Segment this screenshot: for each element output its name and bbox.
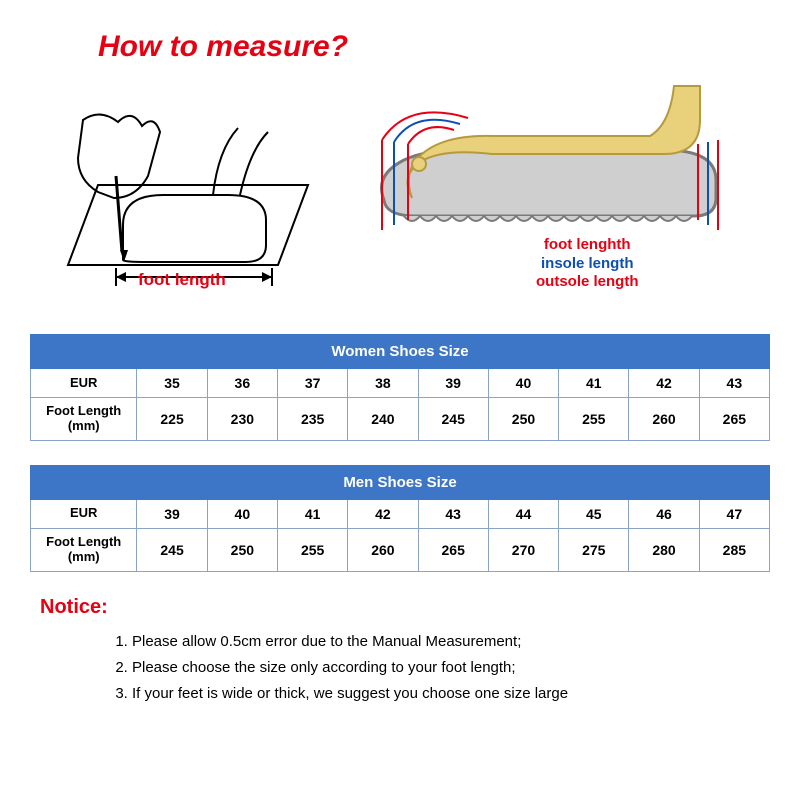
cell: 270: [488, 528, 558, 571]
row-label: Foot Length (mm): [31, 528, 137, 571]
foot-lenghth-label: foot lenghth: [536, 236, 639, 255]
men-size-table: Men Shoes Size EUR 39 40 41 42 43 44 45 …: [30, 465, 770, 572]
row-label: EUR: [31, 499, 137, 528]
cell: 41: [559, 369, 629, 398]
men-table-title: Men Shoes Size: [31, 465, 770, 499]
list-item: If your feet is wide or thick, we sugges…: [132, 681, 772, 707]
table-row: EUR 35 36 37 38 39 40 41 42 43: [31, 369, 770, 398]
cell: 42: [348, 499, 418, 528]
cell: 45: [559, 499, 629, 528]
cell: 255: [277, 528, 347, 571]
outsole-length-label: outsole length: [536, 273, 639, 292]
insole-length-label: insole length: [536, 255, 639, 274]
cell: 265: [699, 398, 769, 441]
women-table-title: Women Shoes Size: [31, 335, 770, 369]
cell: 39: [418, 369, 488, 398]
cell: 44: [488, 499, 558, 528]
list-item: Please allow 0.5cm error due to the Manu…: [132, 629, 772, 655]
cell: 265: [418, 528, 488, 571]
row-label: Foot Length (mm): [31, 398, 137, 441]
cell: 37: [277, 369, 347, 398]
table-row: Foot Length (mm) 225 230 235 240 245 250…: [31, 398, 770, 441]
cell: 39: [137, 499, 207, 528]
women-size-table: Women Shoes Size EUR 35 36 37 38 39 40 4…: [30, 334, 770, 441]
length-labels: foot lenghth insole length outsole lengt…: [536, 236, 639, 292]
foot-length-diagram: foot length: [28, 80, 328, 300]
diagram-row: foot length: [28, 80, 772, 300]
notice-list: Please allow 0.5cm error due to the Manu…: [132, 629, 772, 708]
table-row: Foot Length (mm) 245 250 255 260 265 270…: [31, 528, 770, 571]
cell: 245: [418, 398, 488, 441]
cell: 255: [559, 398, 629, 441]
cell: 43: [699, 369, 769, 398]
cell: 40: [207, 499, 277, 528]
cell: 35: [137, 369, 207, 398]
notice-header: Notice:: [40, 596, 772, 619]
cell: 47: [699, 499, 769, 528]
cell: 250: [207, 528, 277, 571]
cell: 38: [348, 369, 418, 398]
cell: 240: [348, 398, 418, 441]
cell: 235: [277, 398, 347, 441]
foot-length-label: foot length: [138, 270, 226, 290]
cell: 225: [137, 398, 207, 441]
cell: 42: [629, 369, 699, 398]
cell: 250: [488, 398, 558, 441]
cell: 260: [348, 528, 418, 571]
cell: 40: [488, 369, 558, 398]
cell: 46: [629, 499, 699, 528]
cell: 275: [559, 528, 629, 571]
cell: 41: [277, 499, 347, 528]
cell: 280: [629, 528, 699, 571]
cell: 43: [418, 499, 488, 528]
cell: 230: [207, 398, 277, 441]
cell: 36: [207, 369, 277, 398]
page-title: How to measure?: [98, 30, 772, 64]
shoe-length-diagram: foot lenghth insole length outsole lengt…: [364, 80, 734, 300]
list-item: Please choose the size only according to…: [132, 655, 772, 681]
notice-section: Notice: Please allow 0.5cm error due to …: [40, 596, 772, 708]
cell: 245: [137, 528, 207, 571]
table-row: EUR 39 40 41 42 43 44 45 46 47: [31, 499, 770, 528]
cell: 285: [699, 528, 769, 571]
cell: 260: [629, 398, 699, 441]
row-label: EUR: [31, 369, 137, 398]
